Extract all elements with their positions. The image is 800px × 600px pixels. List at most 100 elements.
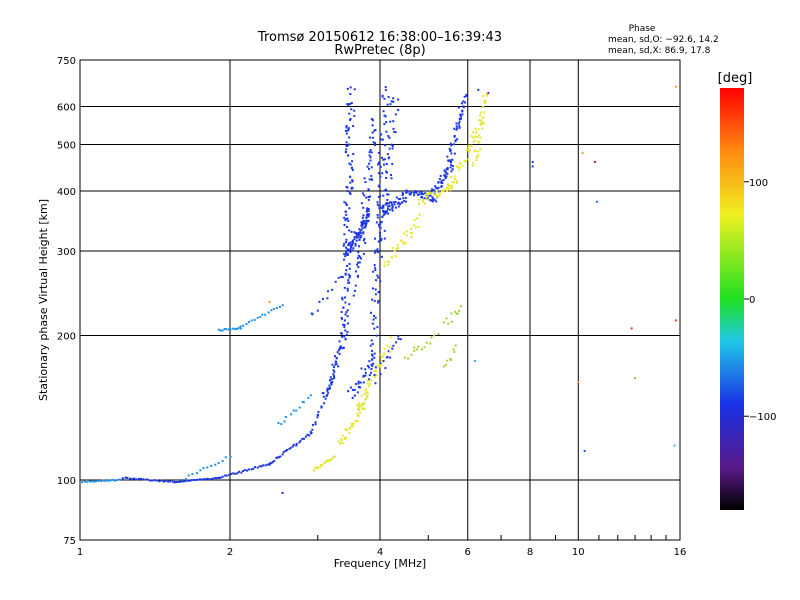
data-point — [184, 480, 187, 483]
data-point — [444, 363, 447, 366]
data-point — [394, 255, 397, 258]
data-point — [344, 255, 347, 258]
data-point — [462, 100, 465, 103]
data-point — [353, 388, 356, 391]
data-point — [128, 477, 131, 480]
data-point — [375, 221, 378, 224]
data-point — [362, 219, 365, 222]
data-point — [343, 286, 346, 289]
data-point — [361, 406, 364, 409]
data-point — [368, 154, 371, 157]
data-point — [386, 212, 389, 215]
data-point — [373, 314, 376, 317]
data-point — [403, 232, 406, 235]
data-point — [389, 346, 392, 349]
data-point — [171, 480, 174, 483]
data-point — [434, 193, 437, 196]
data-point — [346, 248, 349, 251]
data-point — [358, 255, 361, 258]
data-point — [356, 234, 359, 237]
data-point — [304, 435, 307, 438]
data-point — [456, 127, 459, 130]
data-point — [482, 122, 485, 125]
data-point — [365, 210, 368, 213]
data-point — [370, 371, 373, 374]
data-point — [111, 478, 114, 481]
data-point — [203, 478, 206, 481]
data-point — [302, 437, 305, 440]
data-point — [474, 139, 477, 142]
data-point — [233, 327, 236, 330]
data-point — [219, 476, 222, 479]
data-point — [345, 141, 348, 144]
data-point — [349, 175, 352, 178]
data-point — [448, 159, 451, 162]
data-point — [347, 281, 350, 284]
data-point — [432, 197, 435, 200]
data-point — [467, 158, 470, 161]
data-point — [367, 213, 370, 216]
data-point — [362, 375, 365, 378]
data-point — [430, 336, 433, 339]
data-point — [358, 238, 361, 241]
data-point — [454, 139, 457, 142]
data-point — [373, 352, 376, 355]
colorbar-tick-label: −100 — [749, 412, 776, 423]
data-point — [345, 238, 348, 241]
data-point — [331, 377, 334, 380]
data-point — [316, 466, 319, 469]
data-point — [386, 210, 389, 213]
data-point — [342, 306, 345, 309]
data-point — [368, 374, 371, 377]
data-point — [392, 100, 395, 103]
data-point — [407, 190, 410, 193]
data-point — [386, 198, 389, 201]
data-point — [291, 445, 294, 448]
data-point — [346, 129, 349, 132]
data-point — [461, 164, 464, 167]
data-point — [390, 203, 393, 206]
data-point — [202, 467, 205, 470]
data-point — [349, 86, 352, 89]
data-point — [217, 462, 220, 465]
data-point — [482, 95, 485, 98]
x-axis-ticks: 1 2 4 6 8 10 16 — [77, 535, 686, 558]
data-point — [357, 385, 360, 388]
data-point — [346, 253, 349, 256]
data-point — [333, 370, 336, 373]
data-point — [364, 398, 367, 401]
data-point — [368, 383, 371, 386]
data-point — [397, 201, 400, 204]
data-point — [331, 457, 334, 460]
data-point — [435, 190, 438, 193]
data-point — [403, 199, 406, 202]
data-point — [384, 203, 387, 206]
data-point — [201, 478, 204, 481]
data-point — [314, 423, 317, 426]
data-point — [386, 103, 389, 106]
data-point — [279, 455, 282, 458]
data-point — [199, 478, 202, 481]
data-point — [381, 356, 384, 359]
data-point — [314, 467, 317, 470]
data-point — [219, 329, 222, 332]
data-point — [379, 226, 382, 229]
data-point — [450, 152, 453, 155]
data-point — [344, 219, 347, 222]
data-point — [375, 374, 378, 377]
data-point — [381, 95, 384, 98]
data-point — [371, 131, 374, 134]
data-point — [350, 187, 353, 190]
data-point — [433, 193, 436, 196]
data-point — [405, 191, 408, 194]
data-point — [340, 438, 343, 441]
data-point — [413, 194, 416, 197]
data-point — [482, 116, 485, 119]
data-point — [477, 140, 480, 143]
y-tick-label: 200 — [57, 332, 76, 343]
data-point — [191, 473, 194, 476]
data-point — [341, 434, 344, 437]
data-point — [371, 364, 374, 367]
data-point — [361, 222, 364, 225]
data-point — [420, 191, 423, 194]
